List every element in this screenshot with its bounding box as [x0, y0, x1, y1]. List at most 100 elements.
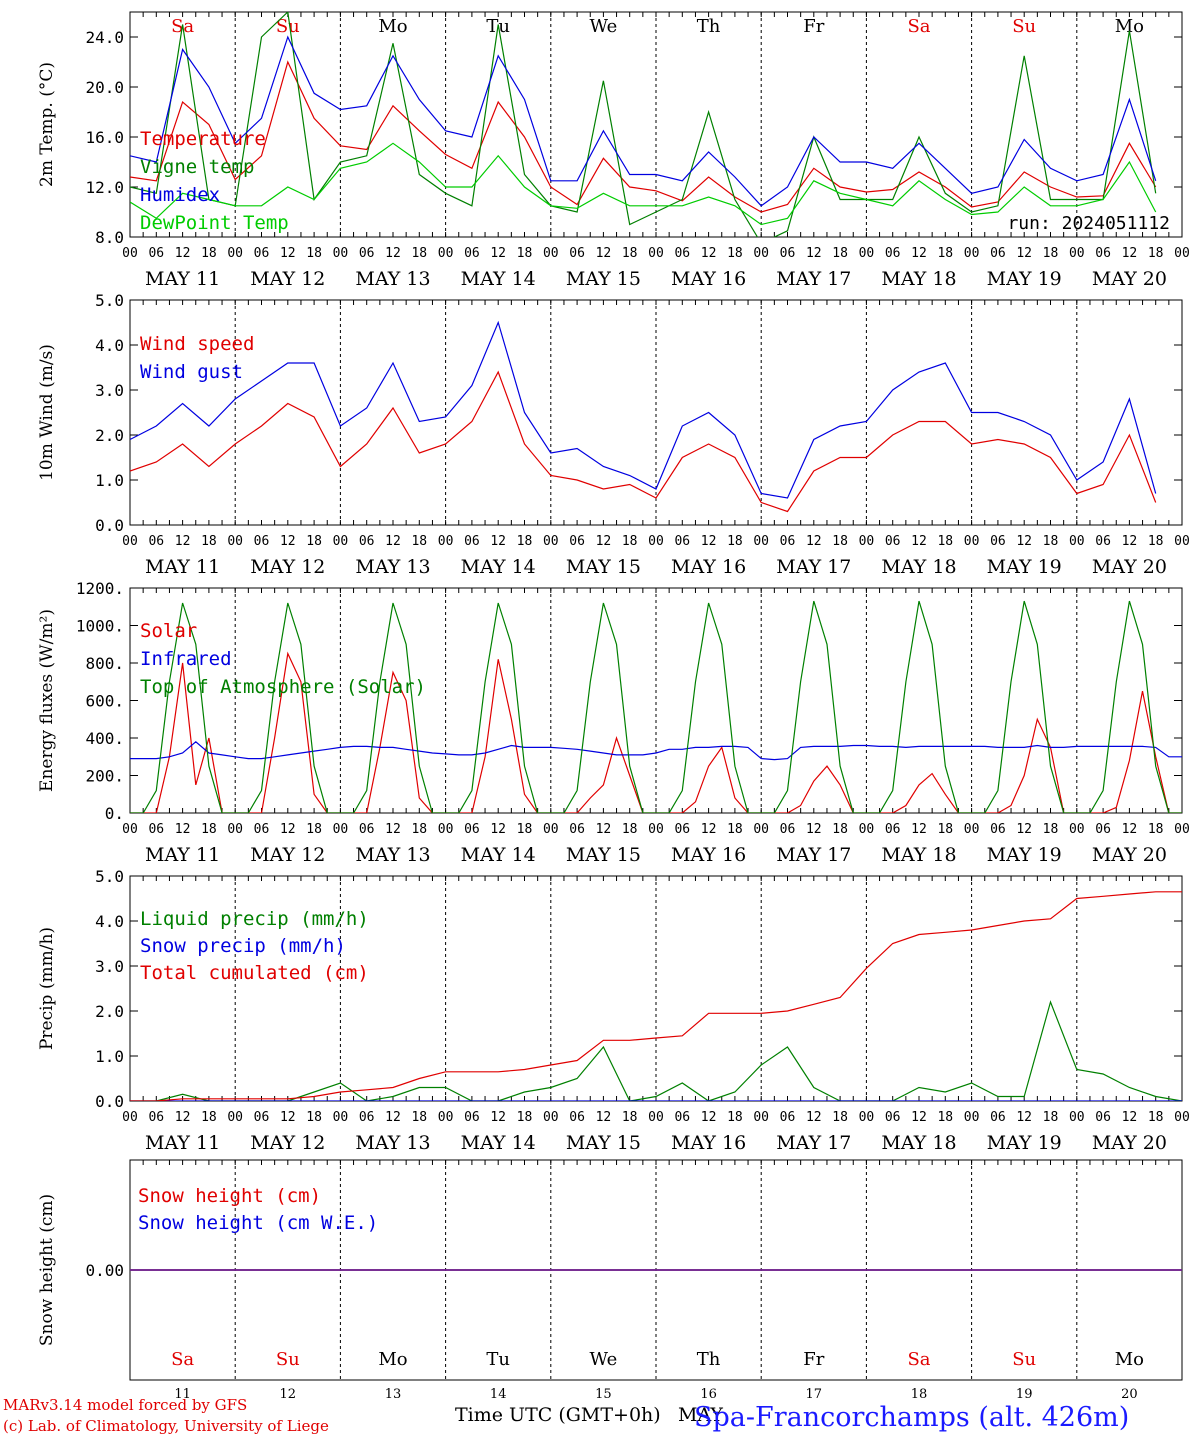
day-label: Mo [1115, 1349, 1144, 1370]
date-label: MAY 15 [566, 268, 641, 290]
y-tick-label: 2.0 [95, 1002, 124, 1021]
day-number-label: 16 [700, 1387, 717, 1402]
hour-tick-label: 18 [1148, 1110, 1164, 1125]
hour-tick-label: 18 [201, 822, 217, 837]
hour-tick-label: 12 [175, 1110, 191, 1125]
day-label: Th [697, 16, 721, 37]
hour-tick-label: 18 [832, 246, 848, 261]
y-axis-label: Energy fluxes (W/m²) [37, 609, 57, 792]
hour-tick-label: 00 [122, 822, 138, 837]
hour-tick-label: 00 [753, 822, 769, 837]
day-number-label: 12 [280, 1387, 297, 1402]
hour-tick-label: 00 [1174, 246, 1190, 261]
day-label: Su [1012, 1349, 1036, 1370]
series-temperature-1 [130, 12, 1157, 237]
hour-tick-label: 12 [596, 822, 612, 837]
hour-tick-label: 06 [464, 1110, 480, 1125]
day-label: Sa [907, 1349, 930, 1370]
hour-tick-label: 12 [596, 1110, 612, 1125]
hour-tick-label: 00 [648, 246, 664, 261]
hour-tick-label: 06 [148, 822, 164, 837]
hour-tick-label: 18 [937, 1110, 953, 1125]
hour-tick-label: 18 [517, 1110, 533, 1125]
y-tick-label: 600. [85, 692, 124, 711]
hour-tick-label: 06 [359, 534, 375, 549]
hour-tick-label: 12 [701, 1110, 717, 1125]
hour-tick-label: 12 [596, 246, 612, 261]
hour-tick-label: 06 [990, 822, 1006, 837]
date-label: MAY 17 [776, 268, 851, 290]
hour-tick-label: 12 [911, 534, 927, 549]
hour-tick-label: 00 [753, 1110, 769, 1125]
hour-tick-label: 06 [148, 1110, 164, 1125]
hour-tick-label: 06 [569, 246, 585, 261]
hour-tick-label: 06 [780, 1110, 796, 1125]
x-axis-month: MAY [678, 1404, 723, 1426]
y-tick-label: 0.00 [85, 1261, 124, 1280]
date-label: MAY 11 [145, 844, 220, 866]
date-label: MAY 17 [776, 556, 851, 578]
hour-tick-label: 18 [1148, 822, 1164, 837]
hour-tick-label: 12 [701, 246, 717, 261]
hour-tick-label: 00 [753, 246, 769, 261]
y-tick-label: 4.0 [95, 912, 124, 931]
hour-tick-label: 00 [438, 246, 454, 261]
hour-tick-label: 12 [175, 246, 191, 261]
hour-tick-label: 00 [1174, 1110, 1190, 1125]
hour-tick-label: 12 [280, 822, 296, 837]
hour-tick-label: 00 [648, 1110, 664, 1125]
hour-tick-label: 06 [885, 246, 901, 261]
hour-tick-label: 00 [648, 534, 664, 549]
hour-tick-label: 06 [569, 1110, 585, 1125]
hour-tick-label: 00 [1069, 822, 1085, 837]
date-label: MAY 13 [355, 556, 430, 578]
date-label: MAY 18 [881, 1132, 956, 1154]
y-axis-label: 10m Wind (m/s) [37, 344, 57, 481]
hour-tick-label: 18 [727, 822, 743, 837]
legend-energy-1: Infrared [140, 648, 232, 670]
day-label: Su [276, 16, 300, 37]
y-tick-label: 12.0 [85, 178, 124, 197]
day-label: Th [697, 1349, 721, 1370]
hour-tick-label: 00 [648, 822, 664, 837]
date-label: MAY 15 [566, 556, 641, 578]
day-label: We [590, 16, 618, 37]
date-label: MAY 12 [250, 844, 325, 866]
legend-energy-2: Top of Atmosphere (Solar) [140, 676, 426, 698]
y-tick-label: 400. [85, 729, 124, 748]
day-label: Su [276, 1349, 300, 1370]
hour-tick-label: 00 [1069, 246, 1085, 261]
hour-tick-label: 06 [990, 1110, 1006, 1125]
hour-tick-label: 18 [517, 534, 533, 549]
plot-frame-wind [129, 299, 1183, 526]
hour-tick-label: 18 [937, 246, 953, 261]
y-axis-label: Precip (mm/h) [37, 927, 57, 1050]
hour-tick-label: 18 [1043, 822, 1059, 837]
hour-tick-label: 18 [1043, 534, 1059, 549]
hour-tick-label: 00 [227, 534, 243, 549]
legend-temperature-3: DewPoint Temp [140, 212, 289, 234]
hour-tick-label: 00 [543, 246, 559, 261]
hour-tick-label: 00 [438, 1110, 454, 1125]
hour-tick-label: 00 [964, 1110, 980, 1125]
date-label: MAY 11 [145, 268, 220, 290]
day-number-label: 20 [1121, 1387, 1138, 1402]
date-label: MAY 20 [1092, 268, 1167, 290]
hour-tick-label: 12 [806, 822, 822, 837]
y-tick-label: 24.0 [85, 28, 124, 47]
hour-tick-label: 00 [1174, 534, 1190, 549]
hour-tick-label: 00 [122, 246, 138, 261]
series-energy-1 [130, 741, 1182, 761]
hour-tick-label: 06 [780, 822, 796, 837]
footer-credit-2: (c) Lab. of Climatology, University of L… [3, 1417, 329, 1435]
y-axis-label: Snow height (cm) [37, 1194, 57, 1346]
hour-tick-label: 12 [1122, 1110, 1138, 1125]
date-label: MAY 16 [671, 844, 746, 866]
y-tick-label: 4.0 [95, 336, 124, 355]
series-energy-2 [130, 600, 1182, 813]
hour-tick-label: 06 [148, 534, 164, 549]
hour-tick-label: 18 [201, 534, 217, 549]
legend-wind-0: Wind speed [140, 333, 254, 355]
hour-tick-label: 06 [464, 246, 480, 261]
hour-tick-label: 18 [727, 534, 743, 549]
